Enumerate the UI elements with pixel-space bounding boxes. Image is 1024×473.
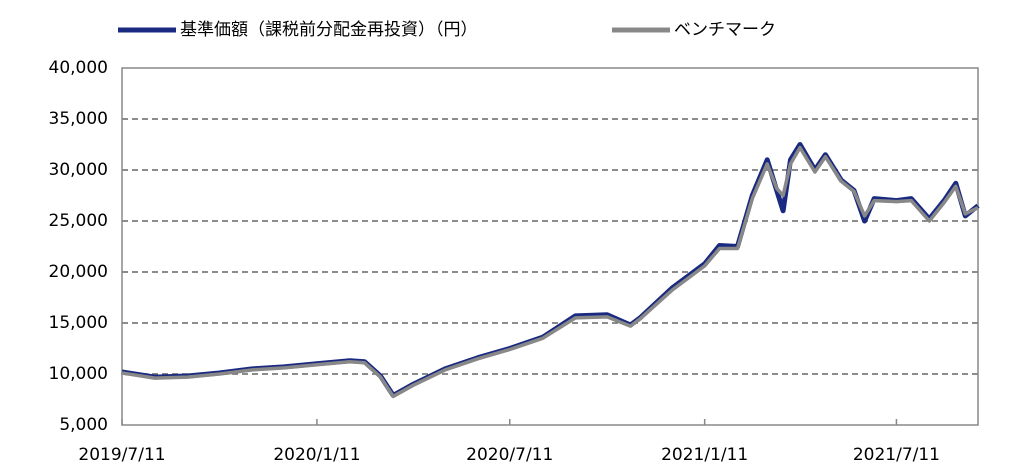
y-tick-label: 30,000: [49, 160, 108, 180]
plot-border: [121, 67, 979, 426]
y-tick-label: 20,000: [49, 262, 108, 282]
x-tick-label: 2019/7/11: [78, 445, 165, 465]
y-tick-label: 25,000: [49, 211, 108, 231]
y-tick-label: 35,000: [49, 109, 108, 129]
x-tick-label: 2021/7/11: [853, 445, 940, 465]
y-tick-label: 5,000: [59, 415, 108, 435]
x-tick-label: 2020/1/11: [273, 445, 360, 465]
series-line: [121, 142, 980, 398]
legend-label: 基準価額（課税前分配金再投資）（円）: [180, 20, 478, 40]
y-tick-label: 15,000: [49, 313, 108, 333]
legend-label: ベンチマーク: [674, 20, 776, 40]
x-tick-label: 2020/7/11: [466, 445, 553, 465]
x-tick-label: 2021/1/11: [661, 445, 748, 465]
series-line: [121, 145, 979, 399]
y-tick-label: 40,000: [49, 58, 108, 78]
y-tick-label: 10,000: [49, 364, 108, 384]
